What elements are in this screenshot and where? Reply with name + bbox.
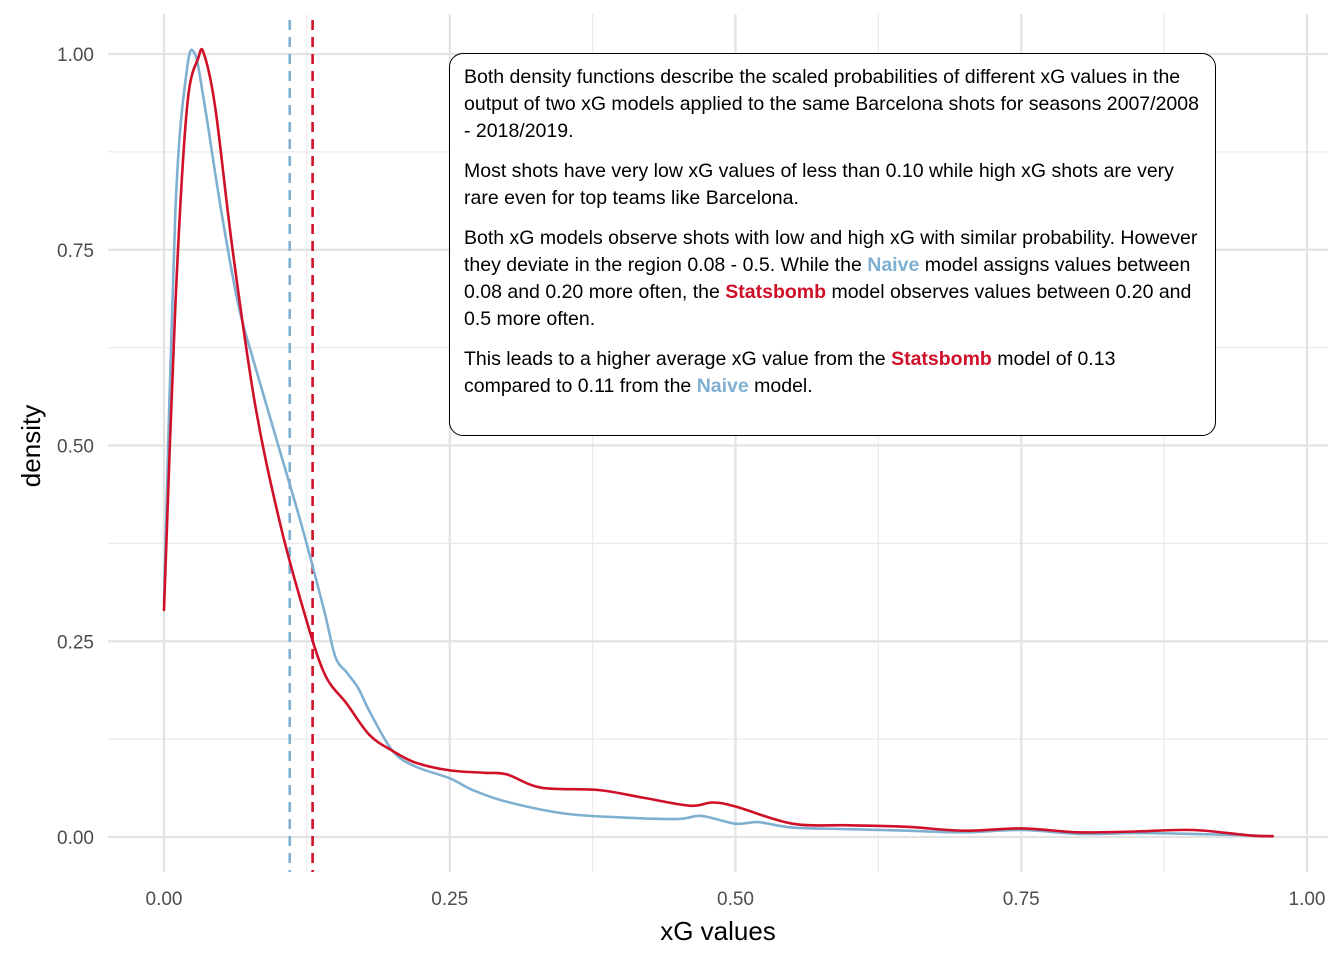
mean-lines [288, 20, 314, 872]
annotation-text: model observes values between 0.20 and 0… [464, 281, 1192, 330]
annotation-text: Both xG models observe shots with low an… [464, 227, 1198, 276]
y-tick-label: 0.25 [57, 632, 94, 653]
series-lines [162, 47, 1274, 838]
naive-highlight: Naive [696, 375, 749, 397]
naive-highlight: Naive [867, 254, 920, 276]
y-tick-label: 1.00 [57, 45, 94, 66]
x-tick-labels: 0.00 0.25 0.50 0.75 1.00 [146, 889, 1326, 910]
statsbomb-highlight: Statsbomb [725, 281, 827, 303]
x-tick-label: 0.75 [1003, 889, 1040, 910]
statsbomb-density-line [162, 47, 1274, 838]
x-tick-label: 0.00 [146, 889, 183, 910]
annotation-text: model of 0.13 compared to 0.11 from the [464, 348, 1116, 397]
annotation-text: model. [748, 375, 813, 397]
annotation-paragraph-4: This leads to a higher average xG value … [464, 346, 1201, 400]
x-axis-title: xG values [660, 916, 776, 946]
x-tick-label: 1.00 [1289, 889, 1326, 910]
x-tick-label: 0.25 [431, 889, 468, 910]
x-tick-label: 0.50 [717, 889, 754, 910]
naive-density-line [162, 48, 1274, 838]
y-tick-labels: 0.00 0.25 0.50 0.75 1.00 [57, 45, 94, 849]
annotation-paragraph-3: Both xG models observe shots with low an… [464, 225, 1201, 333]
y-tick-label: 0.00 [57, 828, 94, 849]
annotation-box: Both density functions describe the scal… [449, 53, 1216, 436]
statsbomb-highlight: Statsbomb [891, 348, 992, 370]
annotation-text: model assigns values between 0.08 and 0.… [464, 254, 1191, 303]
annotation-paragraph-2: Most shots have very low xG values of le… [464, 160, 1174, 209]
annotation-paragraph-1: Both density functions describe the scal… [464, 66, 1199, 142]
y-tick-label: 0.50 [57, 437, 94, 458]
annotation-text: This leads to a higher average xG value … [464, 348, 892, 370]
y-axis-title: density [16, 405, 46, 487]
y-tick-label: 0.75 [57, 241, 94, 262]
